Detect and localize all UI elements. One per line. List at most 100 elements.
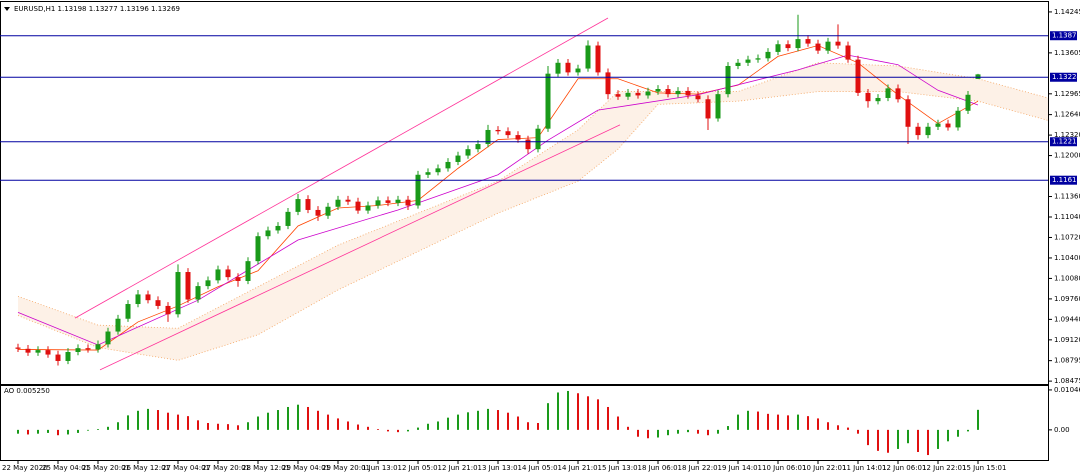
candle-body	[735, 62, 741, 66]
candle-body	[705, 99, 711, 119]
y-tick-label: 1.12965	[1054, 90, 1080, 98]
candle-body	[585, 45, 591, 69]
ao-bar	[307, 406, 309, 430]
x-tick-label: 2 Jun 05:01	[402, 464, 442, 472]
ao-bar	[17, 429, 19, 434]
candle-body	[875, 97, 881, 102]
ao-bar	[77, 429, 79, 433]
ao-bar	[977, 409, 979, 430]
candle-body	[405, 199, 411, 206]
ao-bar	[177, 414, 179, 430]
ao-bar	[487, 408, 489, 430]
ao-bar	[447, 417, 449, 430]
cloud-upper	[17, 62, 1049, 329]
ao-bar	[497, 410, 499, 430]
candle-body	[755, 58, 761, 60]
candle-body	[545, 73, 551, 129]
x-tick-label: 3 Jun 13:01	[482, 464, 522, 472]
ao-bar	[907, 429, 909, 444]
ao-bar	[877, 429, 879, 451]
candle-body	[935, 123, 941, 127]
ao-bar	[257, 416, 259, 430]
candle-body	[205, 280, 211, 287]
candle-body	[515, 135, 521, 140]
x-tick-label: 29 May 20:01	[322, 464, 370, 472]
ao-bar	[157, 410, 159, 430]
level-label-box	[1050, 175, 1077, 185]
candle-body	[845, 45, 851, 60]
x-tick-label: 10 Jun 22:01	[802, 464, 846, 472]
ao-bar	[87, 429, 89, 431]
candle-body	[715, 94, 721, 119]
y-tick-label: 0.00	[1054, 426, 1070, 434]
ao-bar	[837, 425, 839, 430]
x-tick-label: 25 May 20:01	[82, 464, 130, 472]
ao-bar	[657, 429, 659, 438]
x-tick-label: 8 Jun 22:01	[682, 464, 722, 472]
candle-body	[745, 59, 751, 63]
ao-bar	[697, 429, 699, 434]
trend-line	[74, 17, 609, 319]
candle-body	[145, 294, 151, 301]
candle-body	[815, 43, 821, 51]
candle-body	[645, 91, 651, 96]
ao-bar	[187, 416, 189, 430]
candle-body	[885, 88, 891, 98]
ao-bar	[727, 426, 729, 430]
ao-bar	[627, 426, 629, 430]
ao-bar	[197, 420, 199, 430]
ao-bar	[747, 410, 749, 430]
ao-bar	[767, 413, 769, 430]
candle-body	[625, 92, 631, 97]
x-tick-label: 15 Jun 15:01	[962, 464, 1006, 472]
candle-body	[85, 348, 91, 350]
candle-body	[285, 211, 291, 226]
candle-body	[925, 126, 931, 136]
ao-bar	[37, 429, 39, 434]
candle-body	[575, 68, 581, 73]
candle-body	[945, 123, 951, 128]
ao-bar	[637, 429, 639, 437]
candle-body	[635, 92, 641, 96]
ao-bar	[357, 424, 359, 430]
ao-bar	[387, 429, 389, 432]
ao-bar	[277, 410, 279, 430]
candle-body	[895, 88, 901, 100]
ao-bar	[737, 414, 739, 430]
ao-bar	[967, 429, 969, 432]
level-label: 1.13224	[1052, 73, 1080, 81]
ao-bar	[117, 422, 119, 430]
x-tick-label: 4 Jun 21:01	[562, 464, 602, 472]
candle-body	[445, 161, 451, 169]
candle-body	[785, 44, 791, 49]
candle-body	[905, 99, 911, 127]
ao-bar	[287, 406, 289, 430]
ao-bar	[127, 415, 129, 430]
x-tick-label: 8 Jun 06:01	[642, 464, 682, 472]
ao-bar	[597, 399, 599, 430]
candle-body	[255, 236, 261, 262]
ao-panel	[0, 385, 1049, 461]
candle-body	[375, 200, 381, 206]
symbol-menu-icon[interactable]	[4, 7, 10, 11]
ao-bar	[507, 412, 509, 430]
candle-body	[835, 41, 841, 46]
x-tick-label: 29 May 04:01	[282, 464, 330, 472]
candle-body	[805, 39, 811, 44]
chart-title: EURUSD,H1 1.13198 1.13277 1.13196 1.1326…	[14, 5, 180, 13]
y-tick-label: 1.09760	[1054, 295, 1080, 303]
candle-body	[335, 199, 341, 207]
x-tick-label: 25 May 04:01	[42, 464, 90, 472]
candle-body	[465, 149, 471, 156]
y-tick-label: 1.12000	[1054, 152, 1080, 160]
candle-body	[295, 199, 301, 212]
candle-body	[765, 51, 771, 59]
level-label-box	[1050, 72, 1077, 82]
ao-bar	[317, 410, 319, 430]
x-tick-label: 12 Jun 06:01	[882, 464, 926, 472]
ao-bar	[477, 410, 479, 430]
ao-bar	[417, 427, 419, 430]
candle-body	[615, 94, 621, 97]
candle-body	[855, 59, 861, 93]
moving-average	[17, 54, 979, 346]
